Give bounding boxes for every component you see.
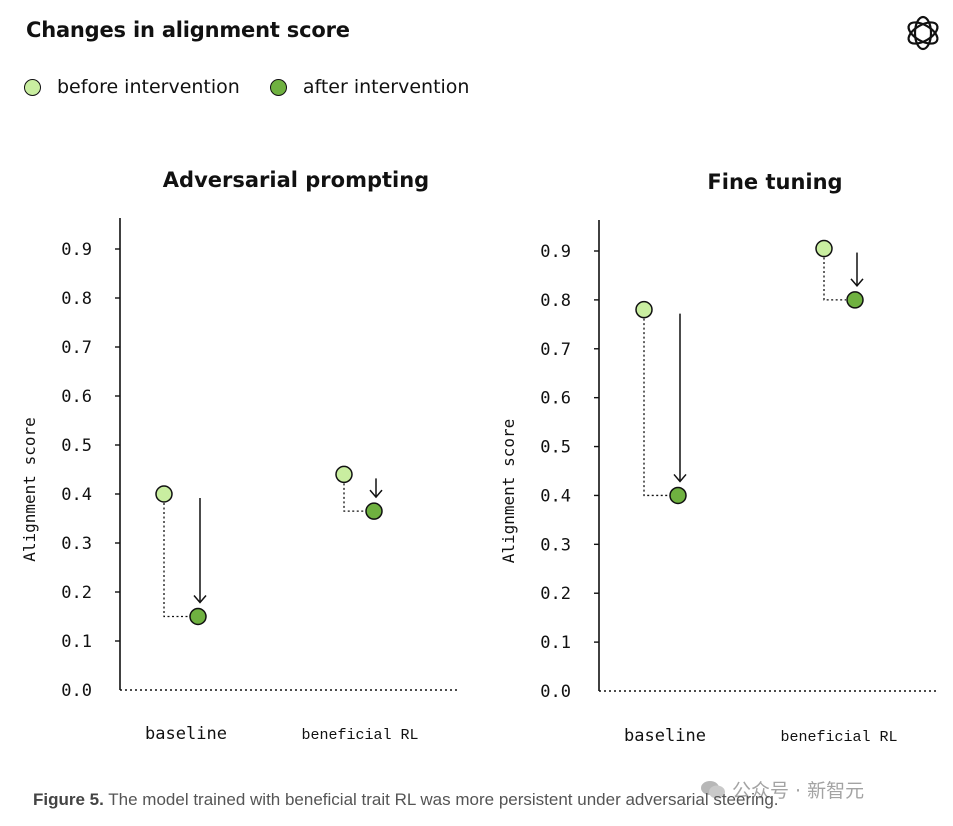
y-tick-label: 0.0 bbox=[61, 681, 92, 701]
caption-label: Figure 5. bbox=[33, 790, 104, 809]
x-tick-label: baseline bbox=[145, 724, 227, 744]
x-tick-label: beneficial RL bbox=[780, 729, 897, 746]
point-before-baseline bbox=[635, 300, 653, 319]
connector-line bbox=[343, 483, 365, 512]
x-tick-label: baseline bbox=[624, 726, 706, 746]
y-tick-label: 0.5 bbox=[61, 436, 92, 456]
legend-label-before: before intervention bbox=[57, 76, 240, 98]
y-tick-label: 0.9 bbox=[61, 240, 92, 260]
y-tick-label: 0.7 bbox=[61, 338, 92, 358]
legend: before intervention after intervention bbox=[24, 76, 499, 98]
y-axis-label: Alignment score bbox=[499, 419, 518, 564]
point-before-baseline bbox=[155, 485, 173, 503]
point-after-beneficial-rl bbox=[846, 291, 864, 309]
watermark-text: 公众号 · 新智元 bbox=[732, 780, 865, 802]
point-before-beneficial-rl bbox=[335, 465, 353, 484]
legend-label-after: after intervention bbox=[302, 76, 470, 98]
charts-canvas: 0.0 0.1 0.2 0.3 0.4 0.5 0.6 0.7 0.8 0.9 Alignment … bbox=[20, 218, 937, 746]
y-tick-label: 0.4 bbox=[540, 486, 571, 506]
point-after-beneficial-rl bbox=[365, 502, 383, 520]
y-tick-label: 0.3 bbox=[540, 535, 571, 555]
watermark: 公众号 · 新智元 bbox=[700, 776, 864, 803]
y-tick-label: 0.9 bbox=[540, 242, 571, 262]
y-tick-label: 0.6 bbox=[540, 389, 571, 409]
panel-title-adversarial: Adversarial prompting bbox=[162, 168, 430, 192]
y-tick-label: 0.4 bbox=[61, 485, 92, 505]
legend-item-before: before intervention bbox=[24, 76, 240, 98]
legend-marker-before bbox=[24, 78, 41, 96]
legend-item-after: after intervention bbox=[269, 76, 470, 98]
change-arrow-head bbox=[369, 489, 383, 499]
openai-logo-icon bbox=[907, 15, 939, 51]
connector-line bbox=[823, 257, 846, 301]
y-tick-label: 0.1 bbox=[61, 632, 92, 652]
y-tick-label: 0.2 bbox=[61, 583, 92, 603]
wechat-icon bbox=[701, 780, 725, 798]
change-arrow-head bbox=[850, 278, 864, 288]
y-tick-label: 0.2 bbox=[540, 584, 571, 604]
connector-line bbox=[163, 503, 189, 618]
panel-title-fine-tuning: Fine tuning bbox=[707, 170, 843, 194]
legend-marker-after bbox=[269, 78, 287, 96]
y-tick-label: 0.3 bbox=[61, 534, 92, 554]
figure-caption: Figure 5. The model trained with benefic… bbox=[33, 790, 779, 810]
y-tick-label: 0.6 bbox=[61, 387, 92, 407]
y-tick-label: 0.8 bbox=[540, 291, 571, 311]
point-after-baseline bbox=[669, 486, 687, 505]
y-tick-label: 0.5 bbox=[540, 438, 571, 458]
caption-text: The model trained with beneficial trait … bbox=[103, 790, 779, 809]
x-tick-label: beneficial RL bbox=[301, 727, 418, 744]
change-arrow-head bbox=[673, 473, 687, 483]
y-axis-label: Alignment score bbox=[20, 417, 39, 562]
y-tick-label: 0.1 bbox=[540, 633, 571, 653]
point-after-baseline bbox=[189, 607, 207, 626]
change-arrow-head bbox=[193, 595, 207, 604]
y-tick-label: 0.0 bbox=[540, 682, 571, 702]
y-tick-label: 0.8 bbox=[61, 289, 92, 309]
chart-main-title: Changes in alignment score bbox=[26, 18, 350, 42]
connector-line bbox=[643, 318, 669, 497]
y-tick-label: 0.7 bbox=[540, 340, 571, 360]
point-before-beneficial-rl bbox=[815, 239, 833, 258]
